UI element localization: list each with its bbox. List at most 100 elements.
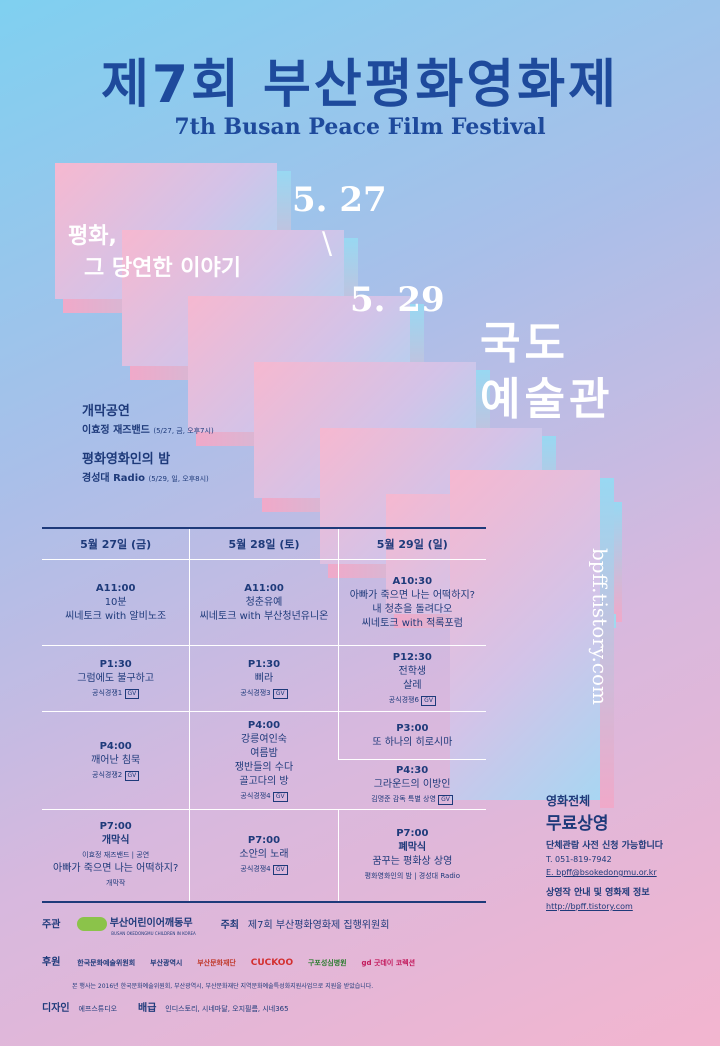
schedule-cell: P7:00 개막식 이효정 재즈밴드 | 공연 아빠가 죽으면 나는 어떡하지?… — [42, 809, 190, 903]
event-note-night: (5/29, 일, 오후8시) — [148, 475, 209, 483]
screening-note: 이효정 재즈밴드 | 공연 — [82, 851, 150, 860]
screening-note: 평화영화인의 밤 | 경성대 Radio — [364, 872, 460, 881]
screening-time: P7:00 — [99, 821, 132, 833]
screening-title: 10분 — [104, 596, 127, 608]
screening-title: 전학생 — [398, 665, 427, 677]
ceremony-label: 개막식 — [101, 835, 130, 847]
contact-tel: T. 051-819-7942 — [546, 855, 612, 864]
gv-badge: GV — [124, 688, 140, 699]
screening-title: 아빠가 죽으면 나는 어떡하지? — [53, 863, 179, 875]
screening-title: 소안의 노래 — [239, 849, 289, 861]
schedule-cell: P7:00 폐막식 꿈꾸는 평화상 상영 평화영화인의 밤 | 경성대 Radi… — [337, 809, 486, 903]
screening-talk: 씨네토크 with 알비노조 — [65, 610, 167, 622]
screening-title: 청춘유예 — [245, 596, 283, 608]
schedule-table: 5월 27일 (금) 5월 28일 (토) 5월 29일 (일) A11:00 … — [42, 527, 486, 903]
screening-time: P12:30 — [392, 651, 432, 663]
screening-time: P4:00 — [99, 740, 132, 752]
title-english: 7th Busan Peace Film Festival — [174, 114, 546, 140]
events-list: 개막공연 이효정 재즈밴드 (5/27, 금, 오후7시) 평화영화인의 밤 경… — [82, 400, 214, 484]
schedule-cell: A11:00 청춘유예 씨네토크 with 부산청년유니온 — [189, 559, 339, 646]
screening-note: 공식경쟁6 — [388, 695, 419, 704]
contact-email[interactable]: E. bpff@bsokedongmu.or.kr — [546, 868, 657, 877]
screening-time: A11:00 — [244, 582, 284, 594]
screening-note: 공식경쟁3 — [240, 688, 271, 697]
screening-title: 강릉여인숙 — [240, 733, 287, 745]
schedule-cell: P1:30 그럼에도 불구하고 공식경쟁1 GV — [42, 645, 190, 712]
info-label: 상영작 안내 및 영화제 정보 — [546, 888, 650, 898]
screening-time: P1:30 — [247, 658, 281, 670]
venue-line1: 국도 — [480, 318, 569, 369]
event-detail-opening: 이효정 재즈밴드 — [82, 425, 150, 436]
schedule-cell: P12:30 전학생 살레 공식경쟁6 GV — [337, 645, 486, 712]
host-name: 부산어린이어깨동무 — [109, 918, 193, 929]
distribution-label: 배급 — [138, 1003, 157, 1014]
sponsor-logo: 부산문화재단 — [197, 958, 236, 967]
screening-title: 아빠가 죽으면 나는 어떡하지? — [349, 589, 475, 601]
screening-note: 공식경쟁4 — [240, 791, 271, 800]
organizer-name: 제7회 부산평화영화제 집행위원회 — [247, 919, 390, 931]
screening-talk: 씨네토크 with 적록포럼 — [361, 617, 463, 629]
host-label: 주관 — [42, 919, 61, 931]
screening-time: P1:30 — [99, 658, 132, 670]
screening-title: 그럼에도 불구하고 — [77, 672, 155, 684]
distribution-names: 인디스토리, 시네마달, 오지필름, 시네365 — [165, 1005, 289, 1013]
sponsor-logo: 한국문화예술위원회 — [77, 958, 136, 967]
free-line2: 무료상영 — [546, 814, 609, 834]
gv-badge: GV — [272, 865, 288, 876]
screening-title: 깨어난 침묵 — [91, 754, 141, 766]
screening-note: 공식경쟁4 — [240, 865, 271, 874]
sponsor-logo: 부산광역시 — [150, 958, 183, 967]
screening-time: A10:30 — [392, 575, 433, 587]
website-link[interactable]: http://bpff.tistory.com — [546, 902, 633, 911]
ceremony-label: 폐막식 — [398, 842, 427, 854]
design-name: 에프스튜디오 — [78, 1005, 118, 1013]
screening-title: 여름밤 — [250, 747, 278, 759]
credits-sponsor-row: 후원 한국문화예술위원회 부산광역시 부산문화재단 CUCKOO 구포성심병원 … — [42, 953, 427, 968]
date-end: 5. 29 — [350, 280, 445, 320]
screening-time: P4:30 — [395, 764, 429, 776]
screening-note: 공식경쟁1 — [92, 688, 123, 697]
schedule-header-day2: 5월 28일 (토) — [189, 527, 339, 560]
support-label: 후원 — [42, 957, 61, 968]
screening-time: A11:00 — [95, 582, 136, 594]
event-heading-opening: 개막공연 — [82, 404, 130, 419]
gv-badge: GV — [124, 770, 140, 781]
organizer-label: 주최 — [220, 919, 240, 931]
date-separator: \ — [322, 226, 333, 261]
event-detail-night: 경성대 Radio — [82, 473, 145, 484]
screening-title: 삐라 — [254, 672, 274, 684]
screening-title: 꿈꾸는 평화상 상영 — [372, 856, 453, 868]
screening-time: P4:00 — [247, 719, 281, 731]
gv-badge: GV — [438, 794, 453, 805]
design-label: 디자인 — [42, 1003, 70, 1014]
schedule-cell: P4:00 깨어난 침묵 공식경쟁2 GV — [42, 711, 190, 810]
free-screening-info: 영화전체 무료상영 단체관람 사전 신청 가능합니다 T. 051-819-79… — [546, 792, 663, 911]
screening-time: P3:00 — [396, 722, 429, 734]
schedule-cell: P1:30 삐라 공식경쟁3 GV — [189, 645, 339, 712]
host-logo-mark — [77, 917, 108, 931]
sponsor-logo: gd 굿데이 코렉션 — [361, 958, 416, 967]
event-note-opening: (5/27, 금, 오후7시) — [153, 427, 214, 435]
url-vertical: bpff.tistory.com — [588, 548, 612, 706]
screening-title: 살레 — [403, 679, 422, 691]
host-logo: 부산어린이어깨동무 BUSAN OKEDONGMU CHILDREN IN KO… — [77, 914, 196, 936]
screening-title: 골고다의 방 — [239, 775, 289, 787]
screening-note: 김명준 감독 특별 상영 — [371, 794, 436, 803]
host-subtitle: BUSAN OKEDONGMU CHILDREN IN KOREA — [111, 931, 196, 936]
schedule-cell: P4:00 강릉여인숙 여름밤 쟁반들의 수다 골고다의 방 공식경쟁4 GV — [189, 711, 339, 810]
tagline-line1: 평화, — [68, 224, 117, 249]
date-start: 5. 27 — [292, 180, 387, 220]
schedule-header-day3: 5월 29일 (일) — [337, 527, 486, 560]
event-heading-night: 평화영화인의 밤 — [82, 452, 171, 467]
schedule-cell: P4:30 그라운드의 이방인 김명준 감독 특별 상영 GV — [338, 759, 486, 810]
title-korean: 제7회 부산평화영화제 — [101, 55, 619, 115]
schedule-cell: A11:00 10분 씨네토크 with 알비노조 — [42, 559, 190, 646]
gv-badge: GV — [421, 695, 436, 706]
credits-design-row: 디자인 에프스튜디오 배급 인디스토리, 시네마달, 오지필름, 시네365 — [42, 999, 289, 1014]
screening-talk: 씨네토크 with 부산청년유니온 — [199, 610, 329, 622]
schedule-header-day1: 5월 27일 (금) — [42, 527, 190, 560]
screening-title: 그라운드의 이방인 — [373, 778, 451, 790]
venue-line2: 예술관 — [480, 374, 614, 425]
screening-title: 쟁반들의 수다 — [234, 761, 294, 773]
group-booking-note: 단체관람 사전 신청 가능합니다 — [546, 841, 664, 851]
